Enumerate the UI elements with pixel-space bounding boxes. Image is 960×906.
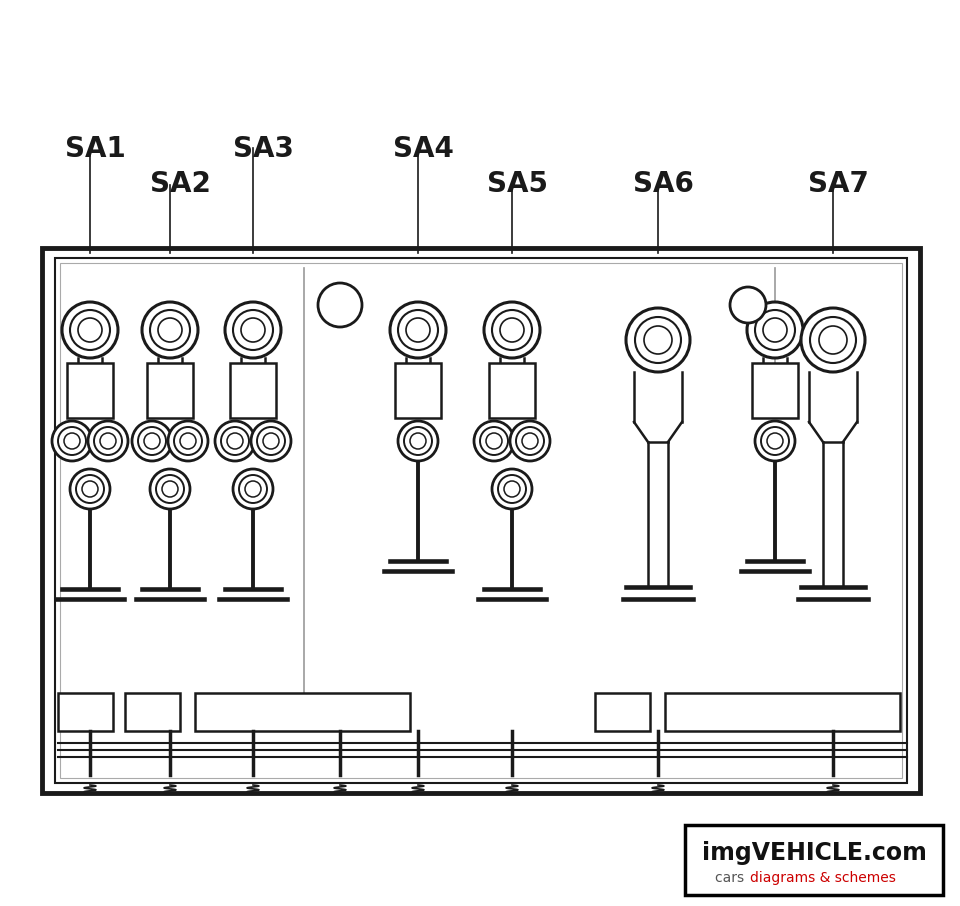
Text: SA7: SA7 bbox=[808, 170, 869, 198]
Text: SA6: SA6 bbox=[633, 170, 694, 198]
Circle shape bbox=[142, 302, 198, 358]
Bar bbox=[60, 263, 902, 778]
Bar bbox=[230, 363, 276, 418]
Bar bbox=[489, 363, 535, 418]
Text: SA5: SA5 bbox=[487, 170, 548, 198]
Circle shape bbox=[474, 421, 514, 461]
Circle shape bbox=[132, 421, 172, 461]
Circle shape bbox=[150, 469, 190, 509]
Text: SA4: SA4 bbox=[393, 135, 454, 163]
Circle shape bbox=[318, 283, 362, 327]
Circle shape bbox=[492, 469, 532, 509]
Bar bbox=[752, 363, 798, 418]
Circle shape bbox=[755, 421, 795, 461]
Circle shape bbox=[168, 421, 208, 461]
Bar bbox=[395, 363, 441, 418]
Circle shape bbox=[510, 421, 550, 461]
Bar bbox=[147, 363, 193, 418]
Circle shape bbox=[730, 287, 766, 323]
Text: SA2: SA2 bbox=[150, 170, 211, 198]
Bar bbox=[595, 693, 650, 731]
Circle shape bbox=[398, 421, 438, 461]
Text: SA3: SA3 bbox=[233, 135, 294, 163]
Bar bbox=[125, 693, 180, 731]
Bar bbox=[67, 363, 113, 418]
Circle shape bbox=[484, 302, 540, 358]
Circle shape bbox=[225, 302, 281, 358]
Bar bbox=[55, 258, 907, 783]
Circle shape bbox=[233, 469, 273, 509]
Bar bbox=[665, 693, 900, 731]
Circle shape bbox=[52, 421, 92, 461]
Circle shape bbox=[801, 308, 865, 372]
Text: diagrams & schemes: diagrams & schemes bbox=[750, 871, 896, 885]
Circle shape bbox=[626, 308, 690, 372]
Text: SA1: SA1 bbox=[65, 135, 126, 163]
Circle shape bbox=[88, 421, 128, 461]
Circle shape bbox=[390, 302, 446, 358]
Text: imgVEHICLE.com: imgVEHICLE.com bbox=[702, 841, 926, 865]
Circle shape bbox=[215, 421, 255, 461]
Text: cars: cars bbox=[715, 871, 749, 885]
Bar bbox=[42, 248, 920, 793]
Bar bbox=[195, 693, 410, 731]
Bar bbox=[685, 825, 943, 895]
Circle shape bbox=[251, 421, 291, 461]
Bar bbox=[58, 693, 113, 731]
Circle shape bbox=[62, 302, 118, 358]
Circle shape bbox=[70, 469, 110, 509]
Circle shape bbox=[747, 302, 803, 358]
